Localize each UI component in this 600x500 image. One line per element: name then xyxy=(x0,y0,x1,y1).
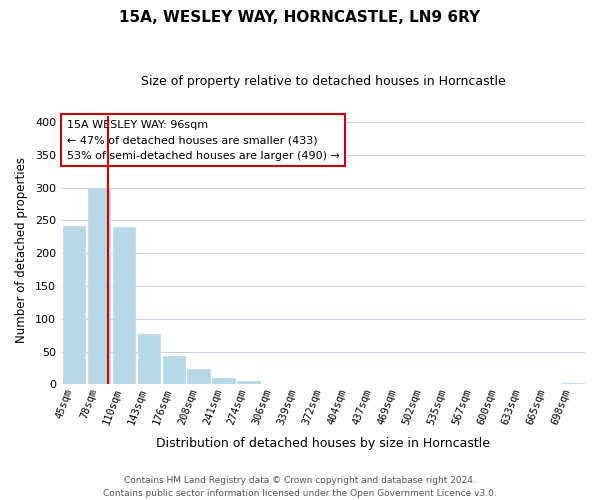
Text: 15A WESLEY WAY: 96sqm
← 47% of detached houses are smaller (433)
53% of semi-det: 15A WESLEY WAY: 96sqm ← 47% of detached … xyxy=(67,120,340,161)
Y-axis label: Number of detached properties: Number of detached properties xyxy=(15,157,28,343)
X-axis label: Distribution of detached houses by size in Horncastle: Distribution of detached houses by size … xyxy=(157,437,490,450)
Bar xyxy=(562,383,584,384)
Bar xyxy=(113,227,135,384)
Bar xyxy=(137,334,160,384)
Bar xyxy=(187,370,210,384)
Text: Contains HM Land Registry data © Crown copyright and database right 2024.
Contai: Contains HM Land Registry data © Crown c… xyxy=(103,476,497,498)
Bar xyxy=(63,226,85,384)
Bar xyxy=(88,188,110,384)
Bar xyxy=(212,378,235,384)
Title: Size of property relative to detached houses in Horncastle: Size of property relative to detached ho… xyxy=(141,75,506,88)
Text: 15A, WESLEY WAY, HORNCASTLE, LN9 6RY: 15A, WESLEY WAY, HORNCASTLE, LN9 6RY xyxy=(119,10,481,25)
Bar xyxy=(163,356,185,384)
Bar xyxy=(238,381,260,384)
